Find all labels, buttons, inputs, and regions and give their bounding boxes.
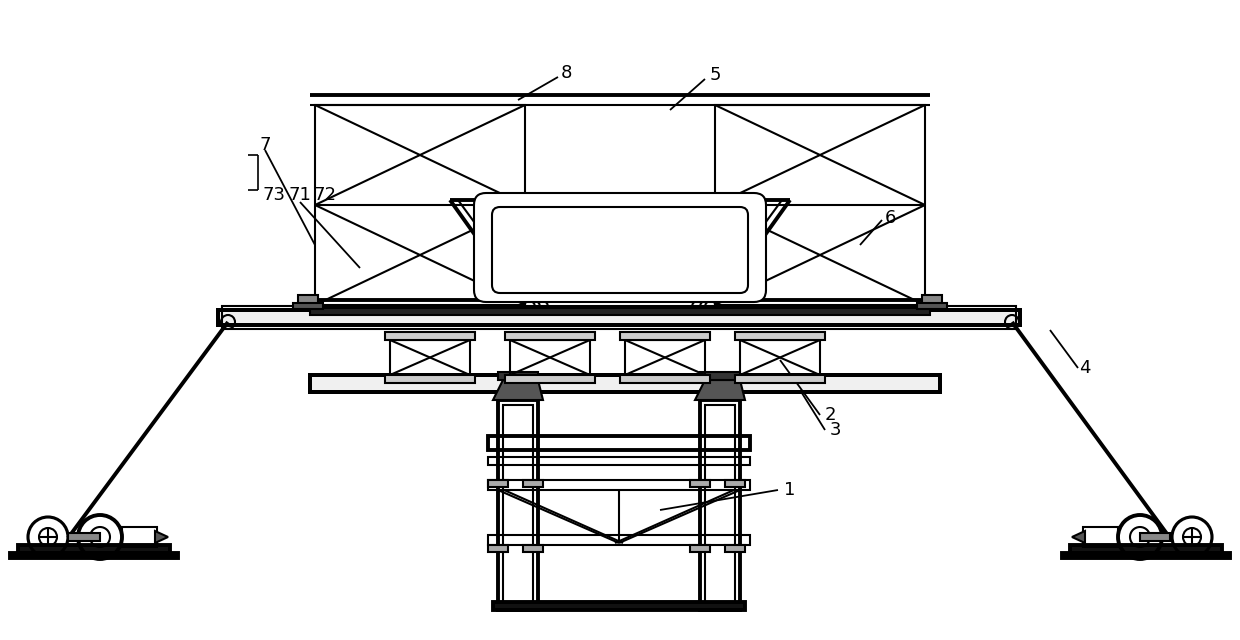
Bar — [1070, 545, 1221, 555]
Bar — [1083, 527, 1118, 547]
Bar — [391, 340, 470, 375]
Bar — [293, 303, 322, 309]
Bar — [503, 405, 533, 605]
Polygon shape — [1073, 531, 1085, 543]
Text: 4: 4 — [1079, 359, 1091, 377]
Bar — [489, 545, 508, 552]
Text: 73: 73 — [263, 186, 285, 204]
Text: 72: 72 — [314, 186, 336, 204]
Text: 5: 5 — [709, 66, 720, 84]
Bar — [918, 303, 947, 309]
Bar — [489, 436, 750, 450]
Bar — [735, 375, 825, 383]
Bar — [384, 375, 475, 383]
Text: 8: 8 — [560, 64, 572, 82]
Polygon shape — [694, 380, 745, 400]
Bar — [689, 480, 711, 487]
Bar — [725, 480, 745, 487]
Bar — [218, 310, 1021, 325]
Bar — [701, 372, 740, 380]
Bar — [494, 602, 745, 610]
Bar — [122, 527, 157, 547]
Bar — [310, 308, 930, 315]
Text: 6: 6 — [884, 209, 895, 227]
Bar — [19, 545, 170, 555]
Bar — [489, 457, 750, 465]
Bar — [689, 545, 711, 552]
Text: 1: 1 — [785, 481, 796, 499]
Text: 2: 2 — [825, 406, 836, 424]
Polygon shape — [494, 380, 543, 400]
Bar — [620, 375, 711, 383]
Bar — [740, 340, 820, 375]
Bar — [706, 405, 735, 605]
Bar — [489, 480, 750, 490]
Bar — [923, 295, 942, 305]
Bar — [384, 332, 475, 340]
Polygon shape — [155, 531, 167, 543]
Bar — [218, 310, 1021, 325]
Bar — [1140, 533, 1171, 541]
Bar — [315, 105, 525, 305]
FancyBboxPatch shape — [474, 193, 766, 302]
Bar — [620, 332, 711, 340]
Bar — [505, 332, 595, 340]
Text: 7: 7 — [259, 136, 270, 154]
Bar — [498, 400, 538, 610]
Bar — [310, 375, 940, 392]
Text: 71: 71 — [289, 186, 311, 204]
Bar — [625, 340, 706, 375]
Bar — [735, 332, 825, 340]
Bar — [68, 533, 100, 541]
Bar — [498, 372, 538, 380]
Bar — [505, 375, 595, 383]
Bar — [1061, 553, 1230, 558]
Bar — [10, 553, 179, 558]
Text: 3: 3 — [830, 421, 841, 439]
Bar — [510, 340, 590, 375]
Bar — [715, 105, 925, 305]
Bar — [701, 400, 740, 610]
Bar — [310, 375, 940, 392]
Bar — [489, 535, 750, 545]
Bar — [298, 295, 317, 305]
Bar — [489, 480, 508, 487]
Bar — [523, 480, 543, 487]
Bar — [725, 545, 745, 552]
Bar — [222, 306, 1016, 329]
Bar — [523, 545, 543, 552]
